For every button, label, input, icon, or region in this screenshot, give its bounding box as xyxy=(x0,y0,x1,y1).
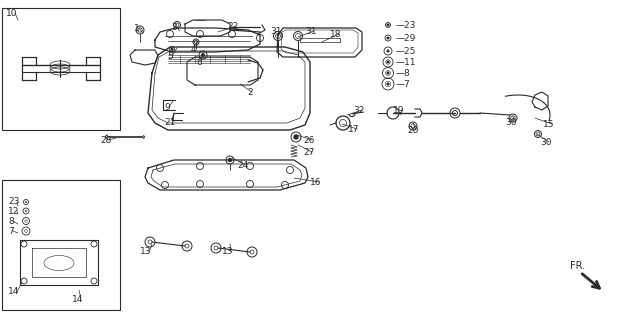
Circle shape xyxy=(229,158,232,162)
Text: 31: 31 xyxy=(305,27,317,36)
Text: 14: 14 xyxy=(8,287,19,297)
Circle shape xyxy=(171,48,173,50)
Text: 9: 9 xyxy=(164,102,170,111)
Text: 15: 15 xyxy=(543,119,555,129)
Text: —23: —23 xyxy=(396,20,416,29)
Circle shape xyxy=(294,135,298,139)
Text: 5: 5 xyxy=(167,52,173,60)
Text: 8: 8 xyxy=(8,217,14,226)
Circle shape xyxy=(387,72,389,74)
Bar xyxy=(2,180,120,310)
Circle shape xyxy=(387,50,389,52)
Text: 24: 24 xyxy=(237,161,248,170)
Text: 26: 26 xyxy=(303,135,315,145)
Text: 13: 13 xyxy=(222,247,234,257)
Text: 4: 4 xyxy=(191,44,197,53)
Text: 17: 17 xyxy=(348,124,359,133)
Text: 30: 30 xyxy=(540,138,551,147)
Text: —11: —11 xyxy=(396,58,416,67)
Circle shape xyxy=(387,83,389,85)
Text: —8: —8 xyxy=(396,68,411,77)
Text: FR.: FR. xyxy=(570,261,585,271)
Text: —25: —25 xyxy=(396,46,416,55)
Circle shape xyxy=(202,54,204,56)
Text: 1: 1 xyxy=(134,23,140,33)
Text: 2: 2 xyxy=(247,87,252,97)
Text: 32: 32 xyxy=(353,106,364,115)
Text: —7: —7 xyxy=(396,79,411,89)
Circle shape xyxy=(387,24,389,26)
Text: 23: 23 xyxy=(8,197,19,206)
Text: 20: 20 xyxy=(407,125,418,134)
Text: 6: 6 xyxy=(196,58,202,67)
Text: 21: 21 xyxy=(164,117,175,126)
Text: 16: 16 xyxy=(310,178,322,187)
Text: 18: 18 xyxy=(330,29,342,38)
Text: 22: 22 xyxy=(227,21,238,30)
Circle shape xyxy=(387,37,389,39)
Text: 30: 30 xyxy=(505,117,516,126)
Text: 28: 28 xyxy=(100,135,111,145)
Text: 12: 12 xyxy=(8,206,19,215)
Text: 7: 7 xyxy=(8,227,14,236)
Text: 3: 3 xyxy=(171,22,176,31)
Text: 27: 27 xyxy=(303,148,315,156)
Text: —29: —29 xyxy=(396,34,416,43)
Text: 19: 19 xyxy=(393,106,404,115)
Text: 14: 14 xyxy=(72,294,84,303)
Text: 10: 10 xyxy=(6,9,18,18)
Bar xyxy=(2,8,120,130)
Text: 31: 31 xyxy=(270,27,281,36)
Text: 13: 13 xyxy=(140,247,151,257)
Circle shape xyxy=(387,61,389,63)
